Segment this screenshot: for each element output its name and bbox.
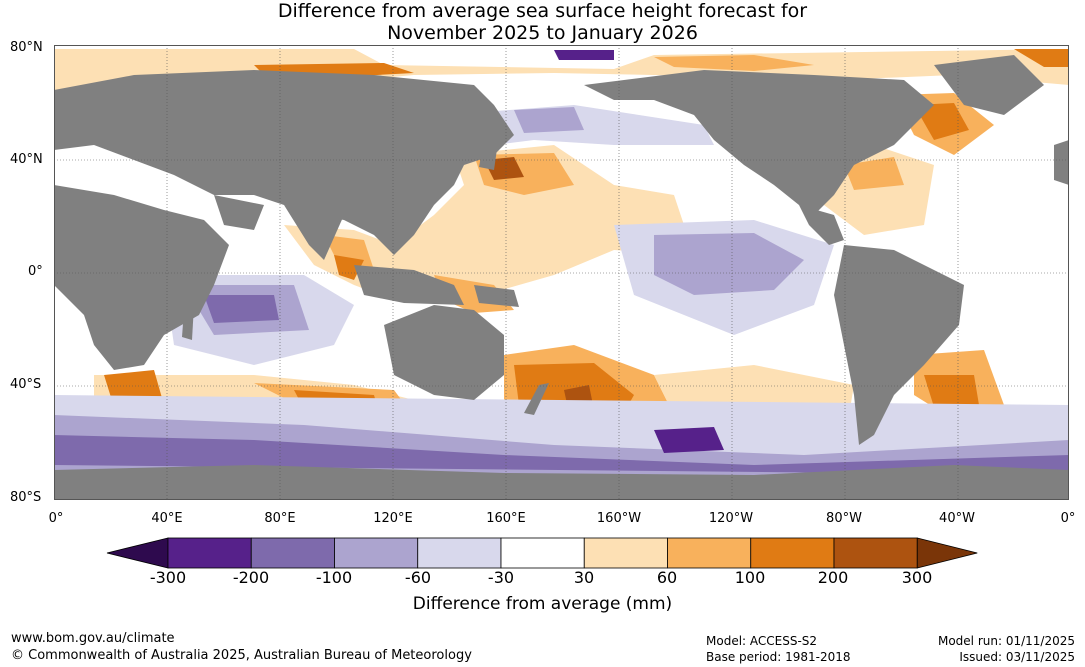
colorbar-segment — [417, 537, 502, 569]
lon-label-160e: 160°E — [486, 511, 526, 526]
lat-label-40s: 40°S — [10, 377, 42, 392]
lat-label-40n: 40°N — [10, 152, 43, 167]
title-line-1: Difference from average sea surface heig… — [277, 0, 808, 22]
colorbar-tick: 100 — [734, 568, 766, 587]
colorbar-segment — [833, 537, 918, 569]
land-central-america — [799, 205, 844, 245]
land-europe-asia — [54, 70, 514, 255]
land-japan — [479, 135, 499, 170]
colorbar-segment — [750, 537, 835, 569]
land-india — [284, 205, 344, 260]
footer-issued: Issued: 03/11/2025 — [959, 650, 1075, 664]
colorbar-tick: -300 — [149, 568, 187, 587]
colorbar-tick: -30 — [487, 568, 515, 587]
colorbar-segment — [250, 537, 335, 569]
colorbar-extend-low — [106, 537, 169, 569]
sea-surface-height-map — [54, 45, 1069, 500]
colorbar-segment — [167, 537, 252, 569]
map-frame — [54, 45, 1069, 500]
lat-label-80s: 80°S — [10, 490, 42, 505]
graticule — [54, 45, 1069, 500]
colorbar-tick: -200 — [232, 568, 270, 587]
colorbar — [106, 537, 978, 569]
land-south-america — [834, 245, 964, 445]
colorbar-segment — [334, 537, 419, 569]
lon-label-120w: 120°W — [708, 511, 754, 526]
land-madagascar — [182, 305, 194, 340]
title-line-2: November 2025 to January 2026 — [387, 22, 698, 44]
lat-label-80n: 80°N — [10, 40, 43, 55]
land-antarctica — [54, 465, 1069, 500]
land-east-asia-north — [1054, 140, 1069, 185]
lon-label-160w: 160°W — [596, 511, 642, 526]
lon-label-120e: 120°E — [373, 511, 413, 526]
land-africa — [54, 185, 229, 370]
lon-label-0-left: 0° — [48, 511, 64, 526]
colorbar-segment — [500, 537, 585, 569]
land-new-guinea — [474, 285, 519, 307]
lon-label-40e: 40°E — [151, 511, 183, 526]
footer-base-period: Base period: 1981-2018 — [706, 650, 851, 664]
lon-label-80e: 80°E — [264, 511, 296, 526]
footer-copyright: © Commonwealth of Australia 2025, Austra… — [11, 648, 472, 663]
land-new-zealand — [524, 383, 549, 415]
lon-label-40w: 40°W — [939, 511, 975, 526]
land-indonesia — [354, 265, 464, 305]
footer-model-run: Model run: 01/11/2025 — [937, 634, 1075, 648]
land-australia — [384, 305, 504, 400]
footer-website: www.bom.gov.au/climate — [11, 631, 175, 646]
colorbar-tick: 200 — [817, 568, 849, 587]
land-greenland — [934, 55, 1044, 115]
land-north-america — [584, 70, 934, 215]
colorbar-segment — [667, 537, 752, 569]
colorbar-tick: 300 — [901, 568, 933, 587]
land-layer — [54, 55, 1069, 500]
colorbar-label: Difference from average (mm) — [412, 594, 673, 614]
colorbar-extend-high — [916, 537, 978, 569]
colorbar-segment — [583, 537, 668, 569]
colorbar-tick: -60 — [404, 568, 432, 587]
lon-label-0-right: 0° — [1060, 511, 1076, 526]
land-arabia — [214, 195, 264, 230]
colorbar-tick: 30 — [573, 568, 595, 587]
lon-label-80w: 80°W — [826, 511, 862, 526]
lat-label-equator: 0° — [28, 264, 43, 279]
colorbar-tick: -100 — [315, 568, 353, 587]
colorbar-tick: 60 — [656, 568, 678, 587]
footer-model: Model: ACCESS-S2 — [706, 634, 818, 648]
